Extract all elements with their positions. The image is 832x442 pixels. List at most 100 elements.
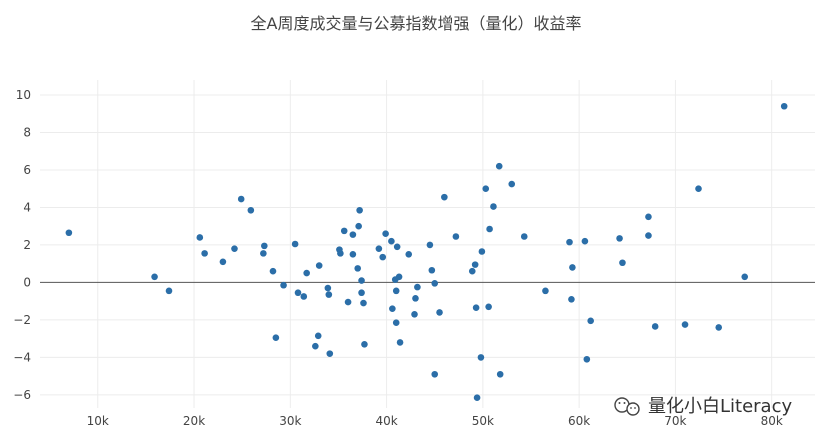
data-point bbox=[280, 281, 287, 289]
data-point bbox=[389, 305, 396, 312]
y-tick-label: −6 bbox=[13, 388, 31, 402]
data-point bbox=[388, 237, 395, 245]
data-point bbox=[260, 250, 267, 257]
data-point bbox=[261, 242, 268, 250]
data-point bbox=[496, 370, 504, 378]
data-point bbox=[568, 295, 575, 303]
data-point bbox=[344, 298, 352, 306]
data-point bbox=[472, 304, 480, 312]
x-tick-label: 40k bbox=[375, 414, 397, 428]
watermark-text: 量化小白Literacy bbox=[648, 396, 792, 417]
data-point bbox=[314, 332, 322, 340]
y-tick-label: 6 bbox=[23, 163, 31, 177]
watermark: 量化小白Literacy bbox=[614, 396, 792, 417]
data-point bbox=[312, 342, 319, 350]
data-point bbox=[361, 340, 368, 348]
data-point bbox=[356, 206, 363, 214]
data-point bbox=[201, 250, 208, 257]
data-point bbox=[349, 231, 357, 238]
data-point bbox=[349, 251, 357, 258]
data-point bbox=[414, 283, 421, 291]
x-tick-labels: 10k 20k 30k 40k 50k 60k 70k 80k bbox=[87, 414, 783, 428]
x-tick-label: 50k bbox=[472, 414, 494, 428]
data-point bbox=[441, 193, 448, 201]
x-tick-label: 60k bbox=[568, 414, 590, 428]
wechat-icon bbox=[614, 397, 640, 416]
data-point bbox=[485, 303, 492, 311]
data-point bbox=[354, 265, 362, 272]
data-point bbox=[542, 287, 549, 295]
x-tick-label: 80k bbox=[761, 414, 783, 428]
data-points bbox=[65, 102, 788, 401]
data-point bbox=[269, 267, 277, 275]
data-point bbox=[508, 180, 516, 188]
data-point bbox=[196, 234, 204, 241]
x-tick-label: 10k bbox=[87, 414, 109, 428]
chart-title: 全A周度成交量与公募指数增强（量化）收益率 bbox=[251, 14, 582, 33]
data-point bbox=[393, 243, 401, 251]
data-point bbox=[520, 233, 528, 240]
y-tick-label: −2 bbox=[13, 313, 31, 327]
x-gridlines bbox=[97, 80, 773, 408]
y-tick-label: −4 bbox=[13, 350, 31, 364]
data-point bbox=[645, 232, 652, 239]
data-point bbox=[237, 195, 245, 203]
data-point bbox=[566, 238, 573, 246]
data-point bbox=[272, 334, 280, 342]
data-point bbox=[426, 241, 434, 249]
x-tick-label: 30k bbox=[279, 414, 301, 428]
data-point bbox=[651, 323, 659, 330]
data-point bbox=[231, 245, 238, 252]
y-tick-label: 4 bbox=[23, 200, 31, 214]
x-tick-label: 20k bbox=[183, 414, 205, 428]
y-gridlines bbox=[40, 94, 815, 396]
y-tick-labels: −6 −4 −2 0 2 4 6 8 10 bbox=[13, 88, 31, 402]
y-tick-label: 8 bbox=[23, 125, 31, 139]
data-point bbox=[324, 284, 332, 292]
data-point bbox=[452, 233, 460, 240]
data-point bbox=[473, 394, 481, 401]
data-point bbox=[616, 235, 623, 242]
data-point bbox=[645, 213, 652, 221]
data-point bbox=[291, 240, 299, 248]
data-point bbox=[619, 259, 626, 267]
data-point bbox=[65, 229, 73, 237]
data-point bbox=[395, 273, 403, 281]
data-point bbox=[358, 289, 365, 297]
data-point bbox=[405, 251, 413, 258]
data-point bbox=[581, 237, 589, 245]
data-point bbox=[315, 262, 323, 269]
data-point bbox=[412, 295, 419, 302]
data-point bbox=[681, 321, 689, 328]
data-point bbox=[303, 269, 310, 277]
data-point bbox=[583, 355, 591, 363]
data-point bbox=[428, 266, 436, 274]
data-point bbox=[358, 277, 365, 284]
data-point bbox=[780, 102, 788, 110]
data-point bbox=[587, 317, 594, 325]
data-point bbox=[477, 354, 485, 361]
data-point bbox=[375, 245, 383, 252]
data-point bbox=[741, 273, 749, 281]
data-point bbox=[325, 291, 333, 298]
data-point bbox=[165, 287, 173, 295]
data-point bbox=[431, 280, 439, 287]
data-point bbox=[360, 299, 367, 307]
data-point bbox=[486, 225, 493, 233]
data-point bbox=[495, 162, 503, 170]
data-point bbox=[294, 289, 302, 297]
data-point bbox=[151, 273, 158, 281]
data-point bbox=[482, 185, 490, 193]
data-point bbox=[569, 264, 576, 271]
data-point bbox=[219, 258, 227, 266]
data-point bbox=[382, 230, 389, 237]
data-point bbox=[490, 203, 497, 210]
y-tick-label: 10 bbox=[16, 88, 31, 102]
y-tick-label: 2 bbox=[23, 238, 31, 252]
data-point bbox=[468, 267, 476, 275]
data-point bbox=[326, 350, 334, 357]
data-point bbox=[355, 222, 362, 230]
data-point bbox=[392, 287, 400, 295]
data-point bbox=[478, 248, 486, 255]
